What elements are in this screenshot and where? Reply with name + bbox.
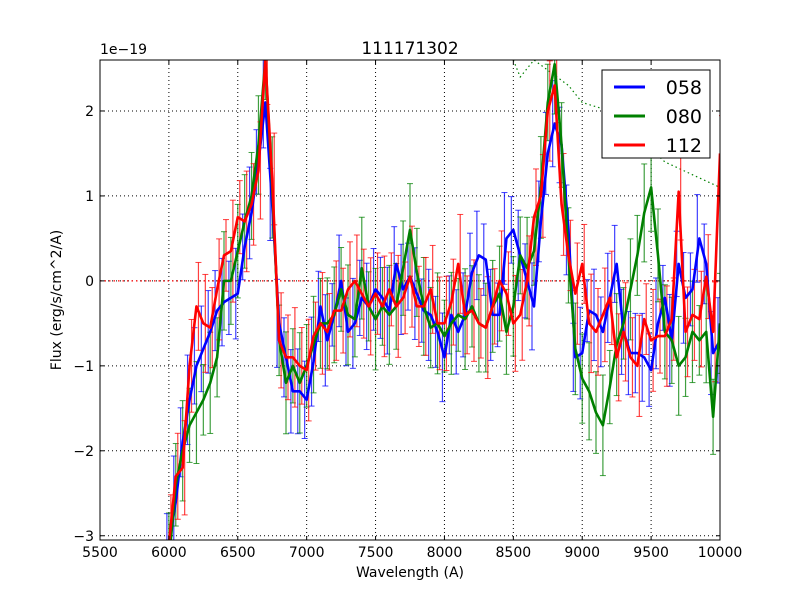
x-tick-label: 6500 [220,545,256,561]
x-axis-label: Wavelength (A) [356,565,464,581]
x-tick-label: 8500 [496,545,532,561]
legend-label-080: 080 [666,106,702,128]
y-axis-label: Flux (erg/s/cm^2/A) [49,230,65,370]
y-offset-label: 1e−19 [100,42,147,58]
y-tick-label: −2 [73,444,94,460]
chart-title: 111171302 [361,39,458,59]
x-tick-label: 10000 [698,545,743,561]
x-tick-label: 9500 [633,545,669,561]
series-line-112 [168,60,720,540]
y-tick-label: 1 [85,189,94,205]
x-tick-label: 8000 [427,545,463,561]
y-tick-label: −1 [73,359,94,375]
legend-label-058: 058 [666,77,702,99]
y-tick-label: −3 [73,529,94,545]
y-tick-label: 0 [85,274,94,290]
x-tick-label: 6000 [151,545,187,561]
x-tick-label: 7500 [358,545,394,561]
axes-frame [99,59,721,541]
x-tick-label: 5500 [82,545,118,561]
legend-label-112: 112 [666,135,702,157]
y-tick-label: 2 [85,104,94,120]
x-tick-label: 7000 [289,545,325,561]
legend: 058 080 112 [601,69,711,159]
plot-area [100,60,720,540]
x-tick-label: 9000 [564,545,600,561]
axis-ticks: 5500 6000 6500 7000 7500 8000 8500 9000 9500 1000… [73,60,742,561]
